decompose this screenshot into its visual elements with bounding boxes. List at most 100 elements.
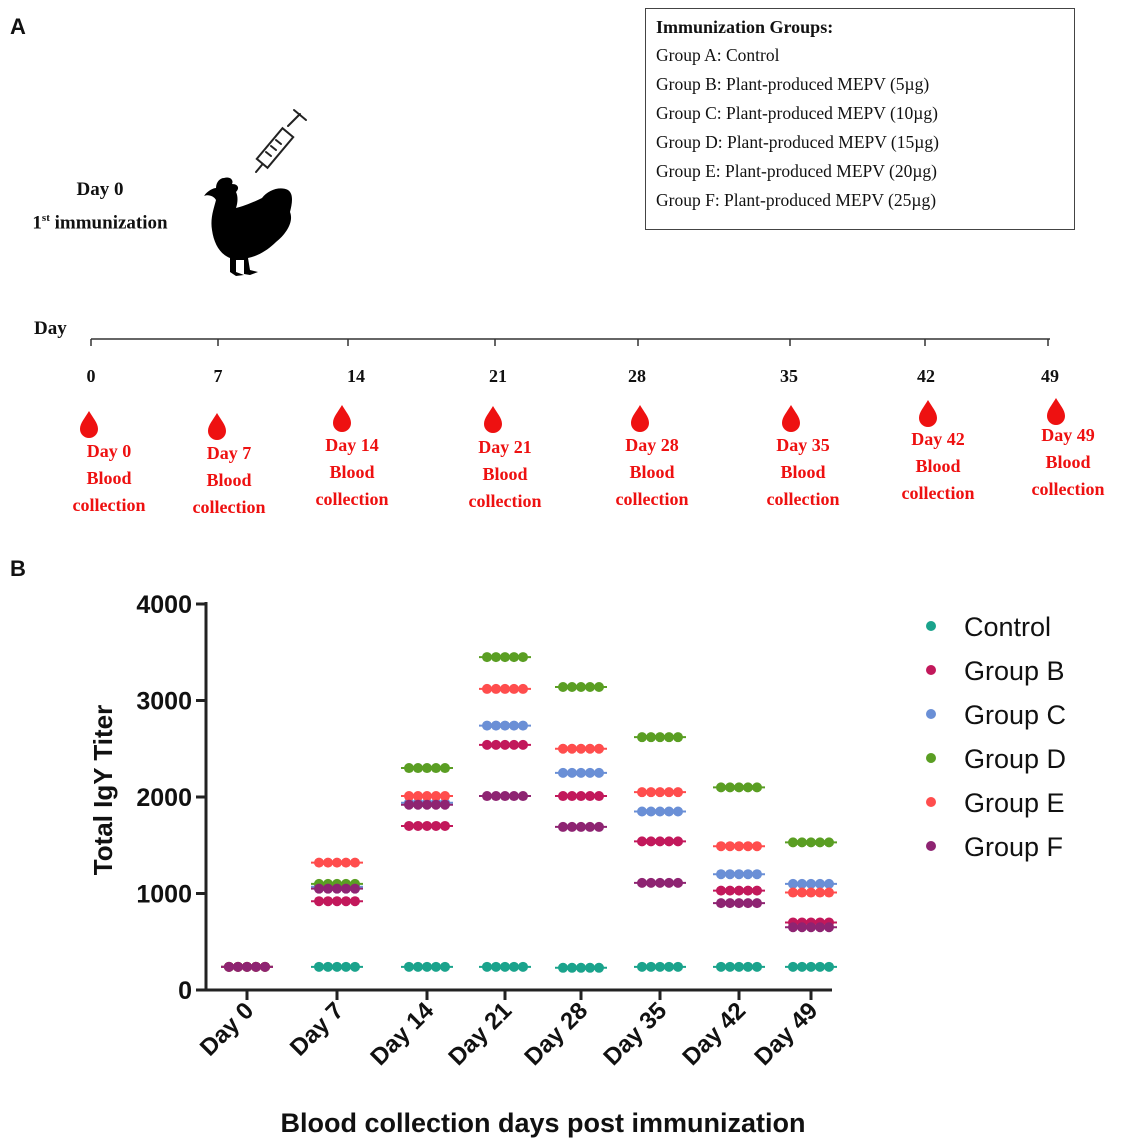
data-point <box>567 791 577 802</box>
collection-label-line2: Blood <box>482 464 528 484</box>
data-point <box>576 681 586 692</box>
collection-label-day: Day 49 <box>1041 425 1095 445</box>
y-tick-label: 4000 <box>136 591 192 619</box>
data-point <box>576 743 586 754</box>
data-point <box>518 791 528 802</box>
x-tick-label: Day 7 <box>285 997 349 1061</box>
legend-label: Group B <box>964 656 1065 686</box>
data-point <box>655 806 665 817</box>
data-point <box>788 878 798 889</box>
data-point <box>491 961 501 972</box>
data-point <box>716 885 726 896</box>
data-point <box>242 961 252 972</box>
data-point <box>341 961 351 972</box>
data-point <box>734 898 744 909</box>
data-point <box>585 821 595 832</box>
data-point <box>646 732 656 743</box>
data-point <box>500 961 510 972</box>
data-point <box>332 857 342 868</box>
data-point <box>806 887 816 898</box>
data-point <box>716 782 726 793</box>
timeline: Day 0 7 14 21 28 35 42 49 <box>34 318 1065 440</box>
timeline-tick-label: 14 <box>347 366 365 386</box>
data-point <box>440 763 450 774</box>
data-point <box>806 961 816 972</box>
legend-marker <box>926 797 936 807</box>
data-point <box>743 782 753 793</box>
data-point <box>509 683 519 694</box>
data-point <box>743 885 753 896</box>
data-point <box>673 806 683 817</box>
data-point <box>567 681 577 692</box>
data-point <box>422 799 432 810</box>
data-point <box>350 961 360 972</box>
blood-collection-label: Day 0 Blood collection <box>49 438 169 519</box>
data-point <box>350 896 360 907</box>
data-point <box>788 887 798 898</box>
data-point <box>518 683 528 694</box>
data-point <box>637 732 647 743</box>
data-point <box>509 961 519 972</box>
legend-marker <box>926 841 936 851</box>
data-point <box>585 681 595 692</box>
data-point <box>482 739 492 750</box>
data-point <box>567 962 577 973</box>
x-tick-label: Day 42 <box>677 997 751 1071</box>
data-point <box>332 896 342 907</box>
legend-label: Group C <box>964 700 1066 730</box>
first-immunization-label: Day 0 1st immunization <box>20 176 180 237</box>
data-point <box>350 883 360 894</box>
data-point <box>314 961 324 972</box>
legend-label: Group D <box>964 744 1066 774</box>
data-point <box>314 883 324 894</box>
group-f-entry: Group F: Plant-produced MEPV (25µg) <box>656 190 937 210</box>
data-point <box>341 883 351 894</box>
data-point <box>664 836 674 847</box>
group-b-entry: Group B: Plant-produced MEPV (5µg) <box>656 74 930 94</box>
collection-label-line3: collection <box>766 489 840 509</box>
data-point <box>752 782 762 793</box>
data-point <box>422 961 432 972</box>
data-point <box>404 791 414 802</box>
data-point <box>518 739 528 750</box>
data-point <box>673 836 683 847</box>
data-point <box>323 857 333 868</box>
data-point <box>314 896 324 907</box>
legend-label: Control <box>964 612 1051 642</box>
timeline-tick-label: 28 <box>628 366 646 386</box>
data-point <box>585 791 595 802</box>
data-point <box>440 820 450 831</box>
data-point <box>567 821 577 832</box>
data-point <box>725 898 735 909</box>
data-point <box>664 806 674 817</box>
legend-marker <box>926 753 936 763</box>
data-point <box>815 922 825 933</box>
blood-drop-icon <box>782 405 800 432</box>
collection-label-day: Day 0 <box>86 441 132 461</box>
data-point <box>585 743 595 754</box>
data-point <box>824 922 834 933</box>
data-point <box>788 837 798 848</box>
legend-marker <box>926 665 936 675</box>
data-point <box>594 791 604 802</box>
data-point <box>509 739 519 750</box>
data-point <box>558 767 568 778</box>
data-point <box>734 841 744 852</box>
data-point <box>752 869 762 880</box>
data-point <box>341 857 351 868</box>
data-point <box>431 820 441 831</box>
data-point <box>404 763 414 774</box>
data-point <box>585 767 595 778</box>
data-point <box>815 961 825 972</box>
data-point <box>323 896 333 907</box>
data-point <box>752 961 762 972</box>
chicken-icon <box>204 177 292 276</box>
data-point <box>637 806 647 817</box>
first-immunization-day: Day 0 <box>76 179 124 200</box>
data-point <box>743 961 753 972</box>
collection-label-line2: Blood <box>915 456 961 476</box>
data-point <box>509 791 519 802</box>
data-point <box>491 683 501 694</box>
blood-drop-icon <box>484 406 502 433</box>
data-point <box>716 869 726 880</box>
